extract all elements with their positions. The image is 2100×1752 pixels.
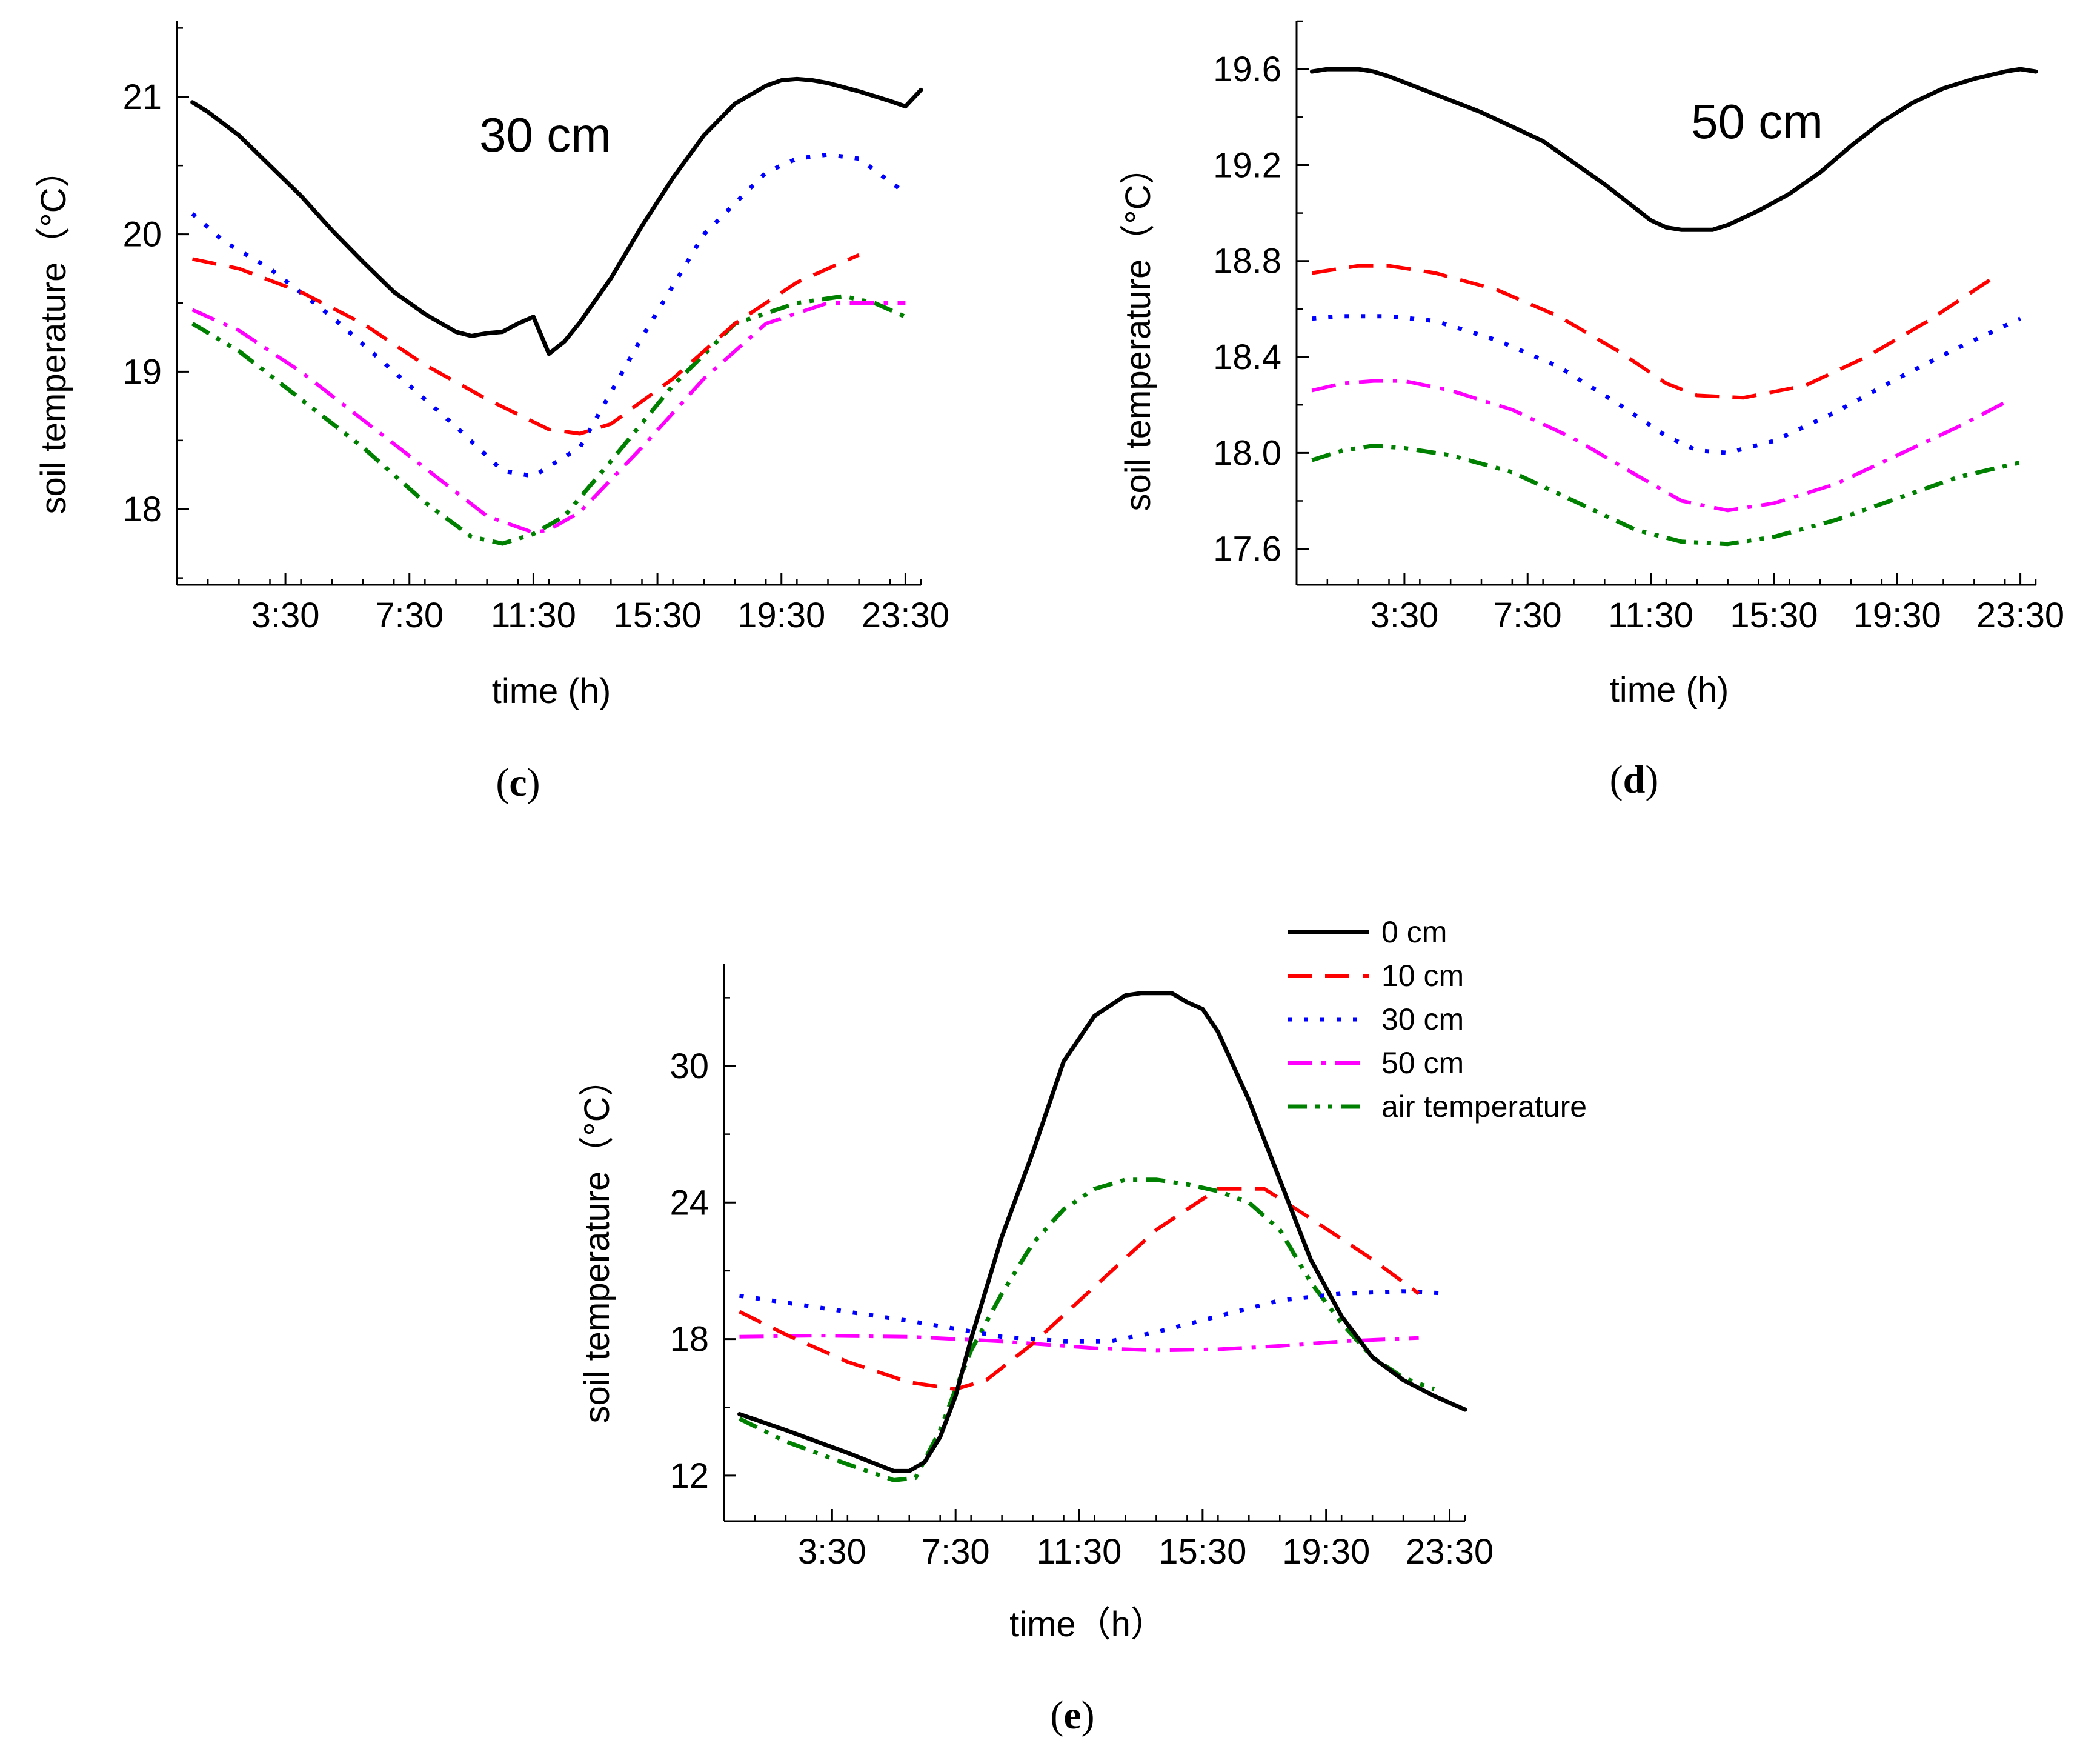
chart-d-caption: (d) [1610,758,1659,802]
y-tick-label: 21 [122,78,162,117]
series-line-50cm [191,301,906,535]
x-tick-label: 19:30 [1853,596,1941,635]
y-tick-label: 18.8 [1213,242,1281,281]
x-tick-label: 19:30 [737,596,825,635]
chart-e-xlabel: time（h） [1009,1605,1166,1644]
chart-d-tick-labels: 3:30 7:30 11:30 15:30 19:30 23:30 17.6 18.0 18.4… [1213,50,2064,635]
series-line-50cm [739,1334,1419,1353]
chart-e-ylabel: soil temperature（°C） [577,1062,617,1424]
y-tick-label: 19 [122,352,162,391]
y-tick-label: 30 [670,1047,709,1086]
y-tick-label: 17.6 [1213,530,1281,569]
y-tick-label: 24 [670,1183,709,1222]
series-line-air [1311,444,2021,547]
x-tick-label: 19:30 [1282,1532,1370,1571]
y-tick-label: 19.6 [1213,50,1281,89]
x-tick-label: 23:30 [1976,596,2064,635]
chart-d: 3:30 7:30 11:30 15:30 19:30 23:30 17.6 18.0 18.4… [1118,20,2064,802]
series-line-50cm [1311,379,2006,513]
series-line-10cm [1311,264,1991,400]
y-tick-label: 20 [122,215,162,255]
x-tick-label: 11:30 [1037,1532,1122,1571]
legend-label-air: air temperature [1381,1090,1587,1124]
legend-label-0cm: 0 cm [1381,915,1447,949]
chart-e-series [737,991,1467,1482]
x-tick-label: 11:30 [491,596,576,635]
chart-d-title: 50 cm [1691,95,1823,148]
x-tick-label: 3:30 [251,596,320,635]
series-line-0cm [1309,67,2038,232]
legend-label-30cm: 30 cm [1381,1002,1464,1036]
chart-c-axes [176,21,922,586]
chart-e: 3:30 7:30 11:30 15:30 19:30 23:30 12 18 24 30 0 c… [577,915,1587,1737]
chart-d-ylabel: soil temperature（°C） [1118,150,1158,511]
series-line-10cm [739,1187,1420,1391]
x-tick-label: 11:30 [1608,596,1693,635]
legend-label-10cm: 10 cm [1381,959,1464,993]
chart-e-legend: 0 cm 10 cm 30 cm 50 cm air temperature [1288,915,1587,1124]
x-tick-label: 3:30 [798,1532,866,1571]
chart-c: 3:30 7:30 11:30 15:30 19:30 23:30 18 19 20 21 30 … [34,21,949,805]
legend-label-50cm: 50 cm [1381,1046,1464,1080]
chart-e-caption: (e) [1050,1693,1094,1737]
chart-d-xlabel: time (h) [1610,670,1729,710]
x-tick-label: 23:30 [862,596,949,635]
series-line-air [191,294,906,546]
chart-e-axes [723,964,1466,1522]
y-tick-label: 19.2 [1213,145,1281,185]
chart-c-caption: (c) [496,761,540,805]
x-tick-label: 3:30 [1370,596,1438,635]
y-tick-label: 12 [670,1456,709,1496]
x-tick-label: 15:30 [614,596,702,635]
x-tick-label: 15:30 [1730,596,1818,635]
x-tick-label: 7:30 [922,1532,990,1571]
chart-e-tick-labels: 3:30 7:30 11:30 15:30 19:30 23:30 12 18 24 30 [670,1047,1494,1571]
series-line-0cm [737,991,1467,1473]
x-tick-label: 23:30 [1406,1532,1494,1571]
chart-c-tick-labels: 3:30 7:30 11:30 15:30 19:30 23:30 18 19 20 21 [122,78,949,635]
x-tick-label: 7:30 [1494,596,1562,635]
chart-c-xlabel: time (h) [492,671,611,711]
chart-c-ylabel: soil temperature（°C） [34,153,73,515]
y-tick-label: 18.4 [1213,338,1281,377]
x-tick-label: 15:30 [1158,1532,1246,1571]
chart-d-series [1309,67,2038,547]
series-line-10cm [191,253,860,436]
y-tick-label: 18 [122,490,162,529]
y-tick-label: 18.0 [1213,433,1281,473]
chart-c-title: 30 cm [479,108,611,162]
chart-d-axes [1295,20,2037,586]
chart-c-series [190,76,923,546]
series-line-0cm [190,76,923,356]
x-tick-label: 7:30 [375,596,444,635]
y-tick-label: 18 [670,1320,709,1359]
